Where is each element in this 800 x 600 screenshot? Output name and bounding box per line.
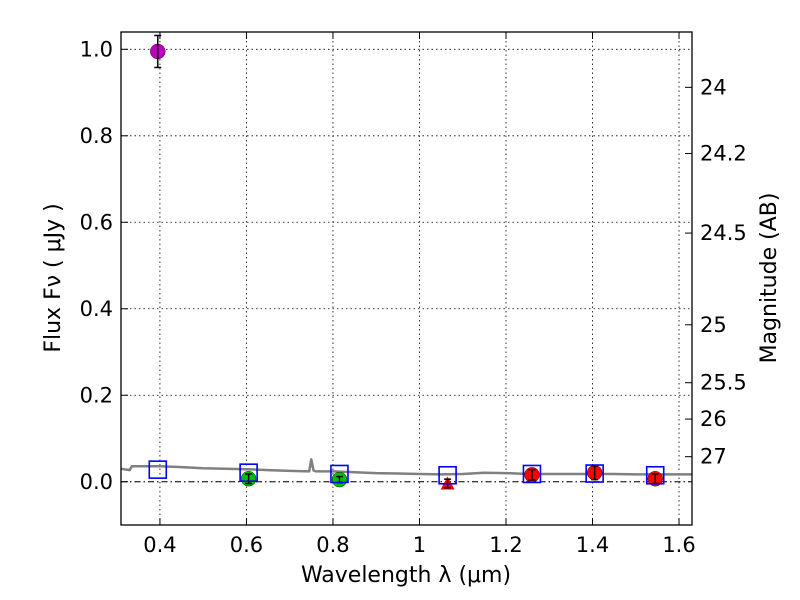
plot-frame	[120, 31, 693, 526]
y-tick-label: 0.6	[80, 210, 113, 234]
x-tick-label: 1.2	[489, 533, 522, 557]
right-tick-label: 24	[700, 75, 727, 99]
plot-series	[120, 34, 692, 490]
model-band-square	[438, 465, 457, 485]
x-tick-label: 0.6	[230, 533, 263, 557]
right-tick-label: 26	[700, 407, 727, 431]
x-tick-label: 1.6	[662, 533, 695, 557]
model-band-square	[522, 464, 542, 484]
y-axis-label: Flux Fν ( μJy )	[41, 203, 66, 352]
right-tick-label: 25.5	[700, 371, 747, 395]
axis-ticks: 0.4 0.6 0.8 1 1.2 1.4 1.6 0.0 0.2 0.4 0.6 0.8 1.0 24 2…	[80, 32, 747, 557]
x-tick-label: 1.4	[576, 533, 609, 557]
y-tick-label: 0.0	[80, 470, 113, 494]
y-tick-label: 1.0	[80, 37, 113, 61]
right-tick-label: 27	[700, 445, 727, 469]
x-tick-label: 1	[413, 533, 426, 557]
y-tick-label: 0.4	[80, 297, 113, 321]
y-tick-label: 0.8	[80, 124, 113, 148]
model-band-square	[645, 465, 665, 485]
right-tick-label: 24.5	[700, 221, 747, 245]
grid	[121, 32, 692, 525]
model-band-square	[330, 464, 349, 484]
x-tick-label: 0.4	[143, 533, 176, 557]
model-band-square	[239, 463, 258, 482]
x-tick-label: 0.8	[316, 533, 349, 557]
right-axis-label: Magnitude (AB)	[757, 193, 782, 364]
model-band-square	[585, 464, 604, 483]
model-spectrum-line	[120, 458, 692, 476]
y-tick-label: 0.2	[80, 383, 113, 407]
x-axis-label: Wavelength λ (μm)	[301, 563, 511, 588]
model-band-square	[148, 460, 168, 479]
right-tick-label: 24.2	[700, 142, 747, 166]
right-tick-label: 25	[700, 313, 727, 337]
